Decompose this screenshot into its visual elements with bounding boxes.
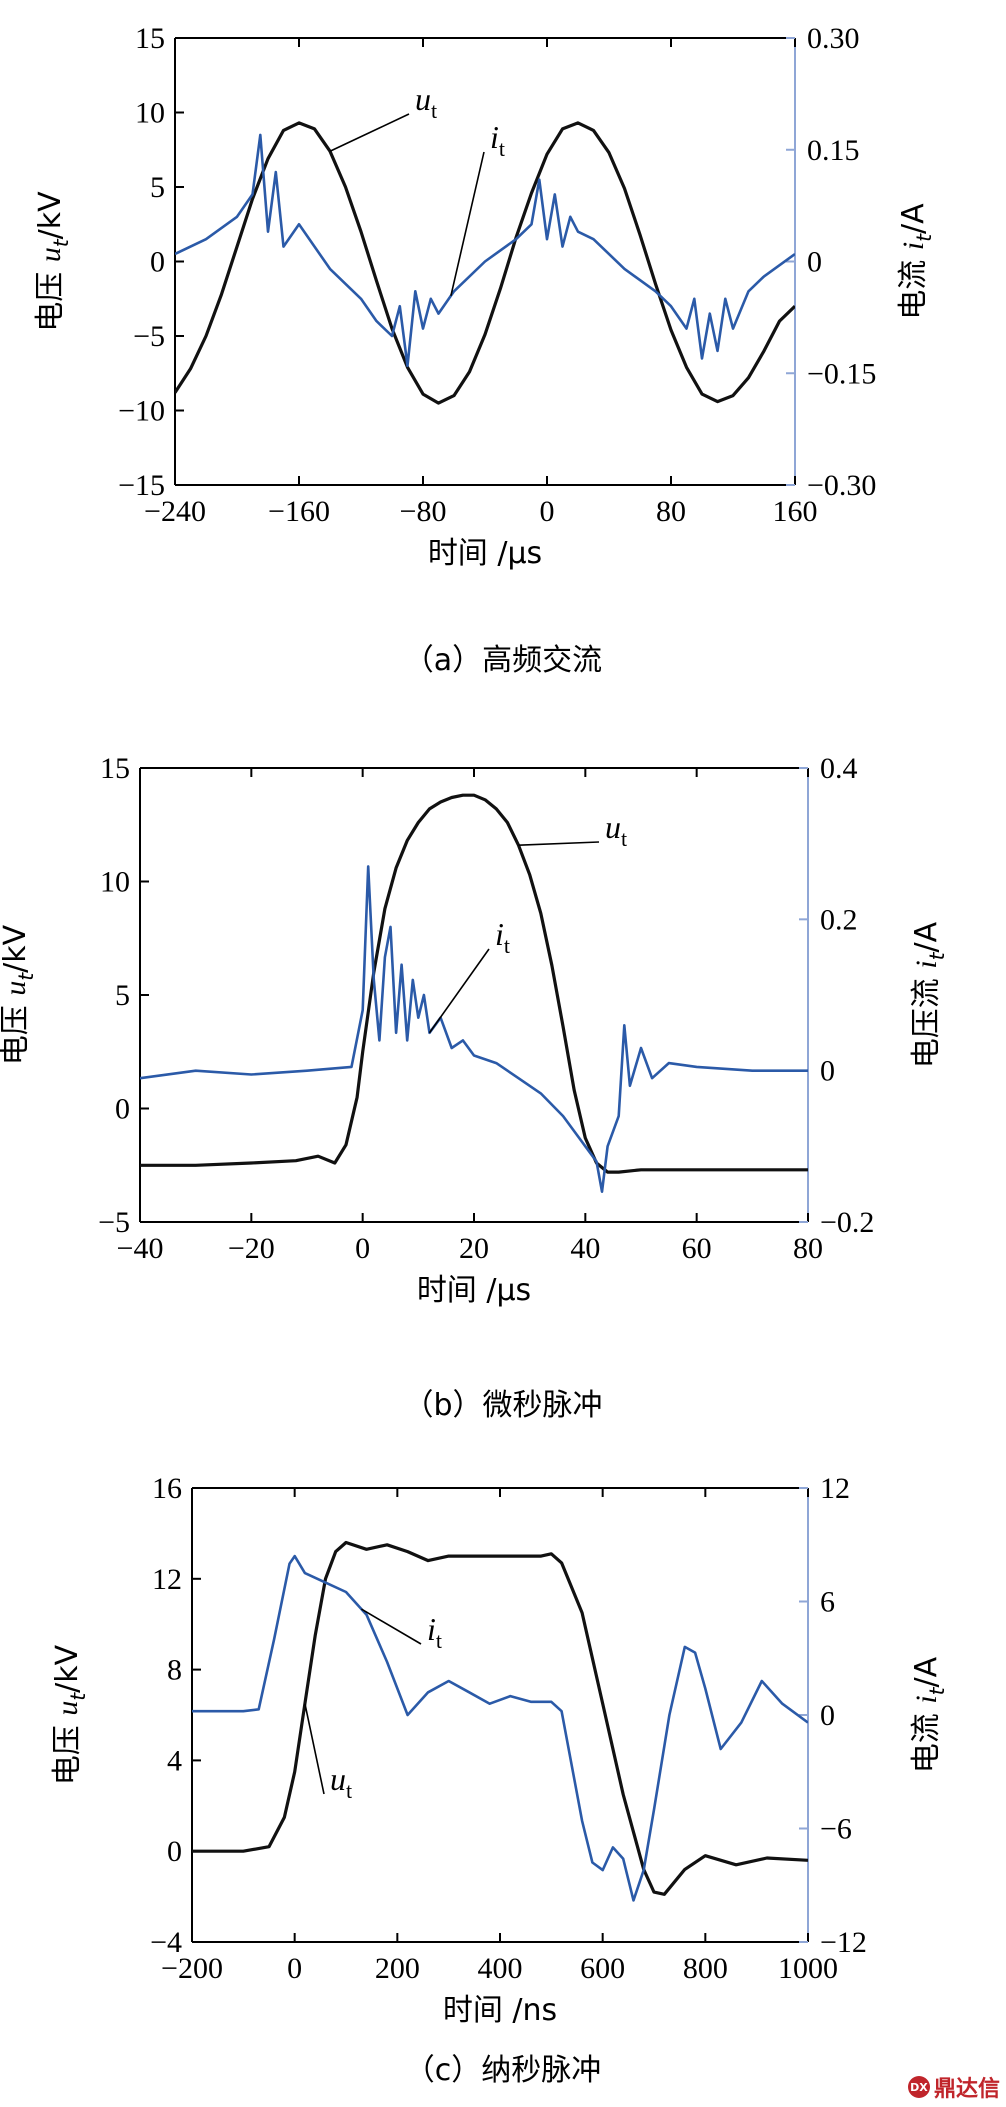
annotation-label-it: it [490,119,505,161]
y-right-tick-label: 0 [820,1699,835,1732]
annotation-leader [304,1703,325,1795]
y-left-axis-title: 电压 ut/kV [0,924,38,1065]
x-tick-label: −80 [400,495,447,528]
y-right-tick-label: 0 [820,1055,835,1088]
x-tick-label: 80 [656,495,686,528]
watermark-logo-icon: DX [907,2076,930,2098]
y-right-tick-label: 6 [820,1586,835,1619]
x-tick-label: 0 [355,1232,370,1265]
y-right-axis-title: 电流 it/A [909,1656,949,1773]
annotation-leader [360,1608,422,1645]
y-right-tick-label: 0.4 [820,752,858,785]
series-ut-line [140,793,808,1174]
annotation-leader [428,948,490,1034]
series-it-line [140,865,808,1193]
x-tick-label: 600 [580,1952,625,1985]
x-tick-label: 400 [478,1952,523,1985]
y-right-tick-label: 0 [807,246,822,279]
series-ut-line [175,121,795,405]
panel-b: −40 −20 0 20 40 60 80 −5 0 5 10 15 −0.2 0 0.2 0.4 时间 /μs… [0,752,949,1423]
series-ut-line [192,1540,808,1896]
x-tick-label: −40 [117,1232,164,1265]
x-tick-label: 20 [459,1232,489,1265]
y-left-tick-label: 0 [115,1093,130,1126]
annotation-leader [450,151,485,296]
x-axis-title: 时间 /μs [417,1273,531,1308]
y-right-tick-label: −6 [820,1813,852,1846]
annotation-leader [329,113,410,152]
y-left-tick-label: 8 [167,1654,182,1687]
y-left-tick-label: 5 [115,979,130,1012]
y-right-tick-label: −0.2 [820,1206,874,1239]
y-right-tick-label: 0.30 [807,22,860,55]
y-left-tick-label: −5 [98,1206,130,1239]
annotation-label-ut: ut [605,809,627,851]
x-tick-label: 1000 [778,1952,838,1985]
watermark-text: 鼎达信 [933,2077,1000,2102]
annotation-leader [518,841,600,846]
y-left-tick-label: 10 [100,866,130,899]
y-left-tick-label: 12 [152,1563,182,1596]
series-it-line [192,1554,808,1902]
y-right-tick-label: −0.30 [807,469,876,502]
y-left-tick-label: 10 [135,97,165,130]
x-tick-label: 160 [773,495,818,528]
y-left-tick-label: −10 [118,395,165,428]
y-left-tick-label: 4 [167,1744,182,1777]
y-left-axis-title: 电压 ut/kV [33,191,73,332]
x-axis-title: 时间 /ns [443,1993,557,2028]
annotation-label-ut: ut [330,1761,352,1803]
panel-caption: （a）高频交流 [404,643,602,678]
panel-c: −200 0 200 400 600 800 1000 −4 0 4 8 12 16 −12 −6 0 6 12 时… [50,1472,949,2088]
annotation-label-it: it [427,1611,442,1653]
y-right-axis-title: 电压流 it/A [909,921,949,1068]
x-tick-label: −240 [144,495,206,528]
x-tick-label: −160 [268,495,330,528]
x-tick-label: 40 [570,1232,600,1265]
y-right-tick-label: 12 [820,1472,850,1505]
annotation-label-ut: ut [415,81,437,123]
x-tick-label: −200 [161,1952,223,1985]
y-left-tick-label: 5 [150,171,165,204]
watermark: DX 鼎达信 [907,2071,1000,2103]
y-right-tick-label: 0.2 [820,903,858,936]
y-left-tick-label: −5 [133,320,165,353]
y-left-tick-label: 16 [152,1472,182,1505]
panel-caption: （c）纳秒脉冲 [405,2053,602,2088]
y-left-axis-title: 电压 ut/kV [50,1644,90,1785]
y-left-tick-label: 0 [150,246,165,279]
y-left-tick-label: 15 [135,22,165,55]
y-right-tick-label: −0.15 [807,357,876,390]
y-left-tick-label: −15 [118,469,165,502]
x-tick-label: 800 [683,1952,728,1985]
x-tick-label: 80 [793,1232,823,1265]
panel-caption: （b）微秒脉冲 [403,1388,602,1423]
panel-a: −240 −160 −80 0 80 160 −15 −10 −5 0 5 10 15 −0.30 −0.1… [33,22,936,678]
y-right-axis-title: 电流 it/A [896,203,936,320]
x-tick-label: −20 [228,1232,275,1265]
y-left-tick-label: 15 [100,752,130,785]
x-axis-title: 时间 /μs [428,536,542,571]
y-right-tick-label: −12 [820,1926,867,1959]
annotation-label-it: it [495,916,510,958]
x-tick-label: 200 [375,1952,420,1985]
x-tick-label: 60 [682,1232,712,1265]
y-left-tick-label: 0 [167,1835,182,1868]
x-tick-label: 0 [540,495,555,528]
y-left-tick-label: −4 [150,1926,182,1959]
x-tick-label: 0 [287,1952,302,1985]
y-right-tick-label: 0.15 [807,134,860,167]
series-it-line [175,133,795,368]
